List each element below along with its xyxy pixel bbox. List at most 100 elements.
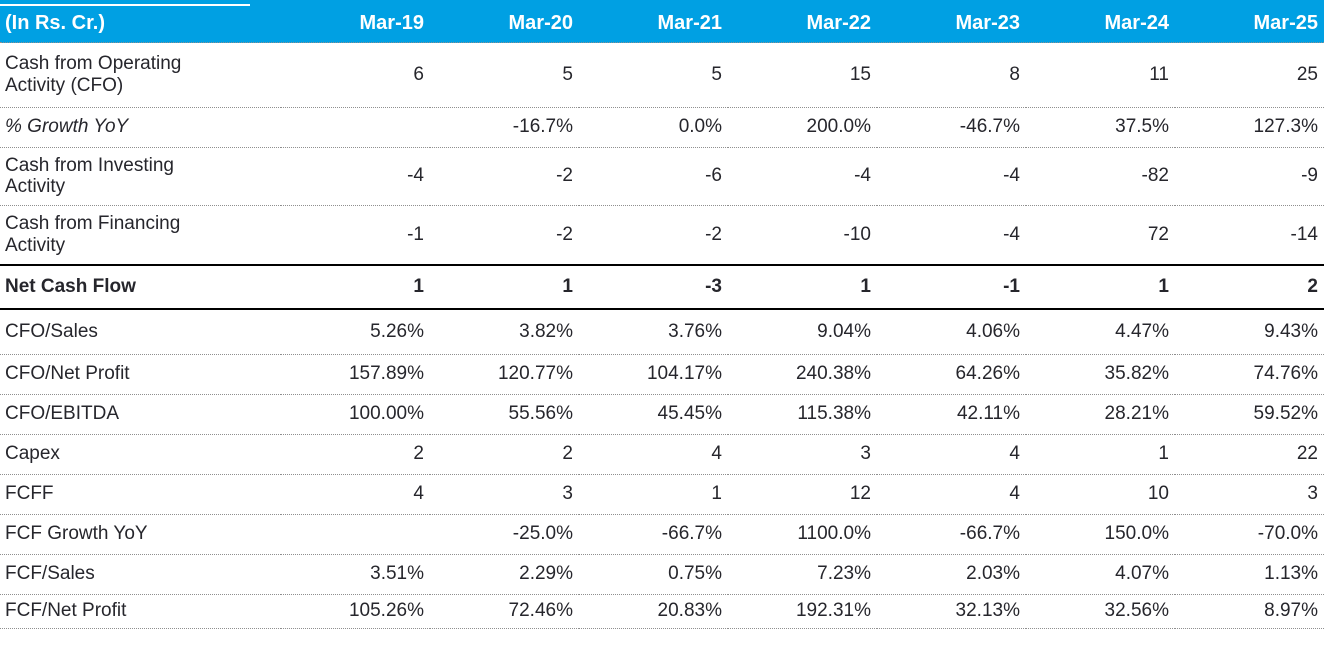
value-cell: -4 bbox=[407, 165, 424, 186]
row-label: CFO/Sales bbox=[5, 321, 98, 343]
value-cell: -1 bbox=[1003, 276, 1020, 297]
value-cell: -2 bbox=[556, 165, 573, 186]
column-header: Mar-21 bbox=[657, 12, 722, 34]
row-label: FCFF bbox=[5, 483, 54, 505]
row-label: % Growth YoY bbox=[5, 116, 129, 138]
value-cell: 104.17% bbox=[646, 363, 722, 384]
value-cell: -16.7% bbox=[512, 116, 573, 137]
value-cell: 120.77% bbox=[497, 363, 573, 384]
value-cell: 9.43% bbox=[1264, 320, 1318, 342]
row-label: CFO/EBITDA bbox=[5, 403, 120, 425]
value-cell: 42.11% bbox=[956, 403, 1020, 424]
row-label: FCF Growth YoY bbox=[5, 523, 148, 545]
value-cell: 59.52% bbox=[1253, 403, 1318, 424]
table-row: Cash from Operating Activity (CFO) 6 5 5 15 8… bbox=[0, 43, 1324, 107]
cash-flow-table-body: Cash from Operating Activity (CFO) 6 5 5 15 8… bbox=[0, 43, 1324, 629]
value-cell: 32.56% bbox=[1104, 600, 1169, 621]
table-header-row: (In Rs. Cr.) Mar-19 Mar-20 Mar-21 Mar-22 Mar… bbox=[0, 0, 1324, 43]
value-cell: 64.26% bbox=[955, 363, 1020, 384]
table-row: FCFF 4 3 1 12 4 10 3 bbox=[0, 474, 1324, 514]
value-cell: 3.82% bbox=[519, 320, 573, 342]
row-label: Cash from Investing Activity bbox=[5, 154, 174, 197]
value-cell: -14 bbox=[1290, 223, 1318, 245]
column-header: Mar-23 bbox=[955, 12, 1020, 34]
value-cell: 3.51% bbox=[370, 563, 424, 584]
value-cell bbox=[281, 514, 430, 554]
value-cell: 1.13% bbox=[1264, 563, 1318, 584]
value-cell: 1 bbox=[711, 483, 722, 504]
value-cell: 4 bbox=[711, 443, 722, 464]
value-cell: 240.38% bbox=[795, 363, 871, 384]
column-header: Mar-20 bbox=[508, 12, 573, 34]
value-cell: 4.07% bbox=[1115, 563, 1169, 584]
value-cell: -4 bbox=[1003, 223, 1020, 245]
table-row: Cash from Financing Activity -1 -2 -2 -10 -4 7… bbox=[0, 205, 1324, 265]
value-cell: 20.83% bbox=[657, 600, 722, 621]
value-cell: 150.0% bbox=[1104, 523, 1169, 544]
value-cell: -6 bbox=[705, 165, 722, 186]
value-cell: 7.23% bbox=[817, 563, 871, 584]
value-cell: 22 bbox=[1296, 443, 1318, 464]
table-row: FCF/Sales 3.51% 2.29% 0.75% 7.23% 2.03% 4.07% 1… bbox=[0, 554, 1324, 594]
table-row: Cash from Investing Activity -4 -2 -6 -4 -4 -8… bbox=[0, 147, 1324, 205]
value-cell: 2 bbox=[562, 443, 573, 464]
value-cell: 1 bbox=[860, 276, 871, 297]
value-cell: 6 bbox=[413, 63, 424, 85]
value-cell: 5 bbox=[562, 63, 573, 85]
value-cell: 28.21% bbox=[1104, 403, 1169, 424]
value-cell: 2.29% bbox=[519, 563, 573, 584]
value-cell: 5.26% bbox=[370, 320, 424, 342]
value-cell: 1 bbox=[562, 276, 573, 297]
value-cell: 100.00% bbox=[348, 403, 424, 424]
value-cell: -2 bbox=[705, 223, 722, 245]
table-row: CFO/Sales 5.26% 3.82% 3.76% 9.04% 4.06% 4.47% 9… bbox=[0, 309, 1324, 354]
table-row: CFO/Net Profit 157.89% 120.77% 104.17% 240.3… bbox=[0, 354, 1324, 394]
row-label: Net Cash Flow bbox=[5, 276, 136, 298]
value-cell: 8.97% bbox=[1264, 600, 1318, 621]
value-cell: -46.7% bbox=[959, 116, 1020, 137]
value-cell: 55.56% bbox=[508, 403, 573, 424]
value-cell: 157.89% bbox=[348, 363, 424, 384]
table-row: Capex 2 2 4 3 4 1 22 bbox=[0, 434, 1324, 474]
value-cell: 4 bbox=[1009, 483, 1020, 504]
value-cell: -3 bbox=[705, 276, 722, 297]
value-cell: 45.45% bbox=[657, 403, 722, 424]
value-cell: 0.75% bbox=[668, 563, 722, 584]
value-cell bbox=[281, 107, 430, 147]
value-cell: 15 bbox=[849, 63, 871, 85]
value-cell: 2 bbox=[1307, 276, 1318, 297]
value-cell: 192.31% bbox=[795, 600, 871, 621]
row-label: FCF/Sales bbox=[5, 563, 95, 585]
value-cell: 9.04% bbox=[817, 320, 871, 342]
column-header: Mar-19 bbox=[359, 12, 424, 34]
value-cell: 3 bbox=[562, 483, 573, 504]
row-label: Capex bbox=[5, 443, 60, 465]
value-cell: 4.06% bbox=[966, 320, 1020, 342]
column-header: Mar-24 bbox=[1104, 12, 1169, 34]
value-cell: 200.0% bbox=[806, 116, 871, 137]
value-cell: 8 bbox=[1009, 63, 1020, 85]
table-row: Net Cash Flow 1 1 -3 1 -1 1 2 bbox=[0, 265, 1324, 309]
value-cell: 1 bbox=[1158, 443, 1169, 464]
value-cell: -10 bbox=[843, 223, 871, 245]
value-cell: -66.7% bbox=[661, 523, 722, 544]
value-cell: 1100.0% bbox=[797, 523, 871, 544]
value-cell: 4.47% bbox=[1115, 320, 1169, 342]
value-cell: 115.38% bbox=[797, 403, 871, 424]
row-label: FCF/Net Profit bbox=[5, 600, 127, 622]
value-cell: 1 bbox=[413, 276, 424, 297]
value-cell: 72.46% bbox=[508, 600, 573, 621]
table-row: % Growth YoY -16.7% 0.0% 200.0% -46.7% 37.5% 1… bbox=[0, 107, 1324, 147]
value-cell: 0.0% bbox=[678, 116, 722, 137]
value-cell: -4 bbox=[854, 165, 871, 186]
value-cell: -25.0% bbox=[512, 523, 573, 544]
value-cell: 105.26% bbox=[348, 600, 424, 621]
value-cell: 2 bbox=[413, 443, 424, 464]
value-cell: -82 bbox=[1141, 165, 1169, 186]
value-cell: 37.5% bbox=[1115, 116, 1169, 137]
value-cell: 2.03% bbox=[966, 563, 1020, 584]
value-cell: 1 bbox=[1158, 276, 1169, 297]
value-cell: 32.13% bbox=[955, 600, 1020, 621]
value-cell: 127.3% bbox=[1253, 116, 1318, 137]
